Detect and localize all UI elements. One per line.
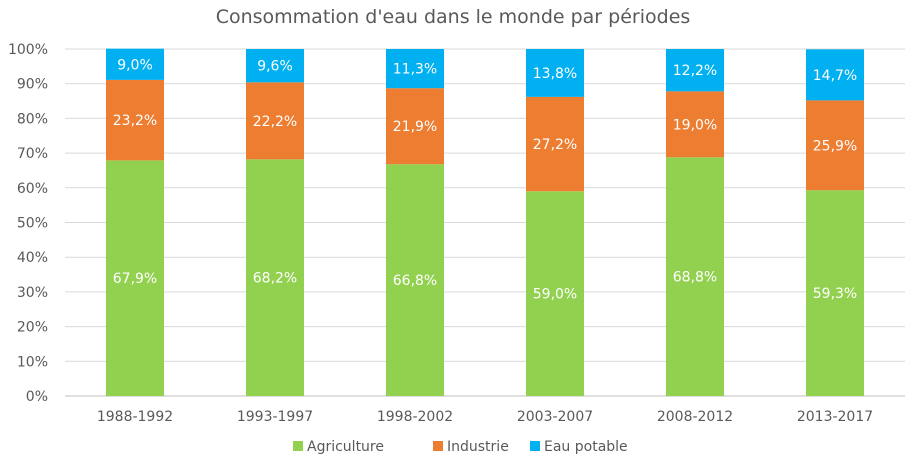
- bar-segment: [246, 49, 304, 83]
- y-tick-label: 50%: [17, 216, 48, 232]
- data-label: 23,2%: [113, 113, 157, 129]
- data-label: 9,0%: [117, 57, 153, 73]
- legend-label: Eau potable: [544, 439, 628, 455]
- data-label: 11,3%: [393, 62, 437, 78]
- data-label: 59,3%: [813, 286, 857, 302]
- legend-label: Agriculture: [307, 439, 384, 455]
- x-tick-label: 2003-2007: [517, 409, 593, 425]
- x-tick-label: 2013-2017: [797, 409, 873, 425]
- data-label: 27,2%: [533, 137, 577, 153]
- y-tick-label: 90%: [17, 77, 48, 93]
- data-label: 25,9%: [813, 138, 857, 154]
- data-label: 68,2%: [253, 271, 297, 287]
- legend-swatch: [433, 441, 443, 451]
- data-label: 66,8%: [393, 273, 437, 289]
- y-tick-label: 60%: [17, 181, 48, 197]
- bar-segment: [526, 96, 584, 192]
- data-label: 67,9%: [113, 271, 157, 287]
- bar-segment: [386, 49, 444, 89]
- x-tick-label: 2008-2012: [657, 409, 733, 425]
- bar-segment: [246, 159, 304, 396]
- data-label: 19,0%: [673, 117, 717, 133]
- x-tick-label: 1993-1997: [237, 409, 313, 425]
- bar-segment: [106, 160, 164, 396]
- y-tick-label: 100%: [8, 42, 48, 58]
- data-label: 59,0%: [533, 287, 577, 303]
- bar-segment: [806, 100, 864, 191]
- bar-segment: [106, 48, 164, 80]
- chart-title: Consommation d'eau dans le monde par pér…: [215, 6, 691, 28]
- y-tick-label: 30%: [17, 285, 48, 301]
- legend-swatch: [293, 441, 303, 451]
- bar-segment: [806, 49, 864, 101]
- y-tick-label: 40%: [17, 250, 48, 266]
- x-tick-label: 1998-2002: [377, 409, 453, 425]
- bar-segment: [386, 164, 444, 396]
- legend-swatch: [530, 441, 540, 451]
- y-tick-label: 80%: [17, 111, 48, 127]
- bar-segment: [526, 49, 584, 97]
- data-label: 21,9%: [393, 119, 437, 135]
- bar-segment: [106, 79, 164, 161]
- bar-segment: [666, 91, 724, 158]
- y-tick-label: 70%: [17, 146, 48, 162]
- y-tick-label: 10%: [17, 354, 48, 370]
- data-label: 68,8%: [673, 270, 717, 286]
- y-tick-label: 20%: [17, 320, 48, 336]
- data-label: 12,2%: [673, 63, 717, 79]
- legend-label: Industrie: [447, 439, 509, 455]
- bar-segment: [386, 88, 444, 165]
- data-label: 9,6%: [257, 59, 293, 75]
- data-label: 13,8%: [533, 66, 577, 82]
- x-tick-label: 1988-1992: [97, 409, 173, 425]
- bar-segment: [666, 49, 724, 92]
- bar-segment: [666, 157, 724, 396]
- bar-segment: [806, 190, 864, 396]
- y-tick-label: 0%: [26, 389, 48, 405]
- bar-segment: [526, 191, 584, 396]
- data-label: 14,7%: [813, 68, 857, 84]
- data-label: 22,2%: [253, 114, 297, 130]
- bar-segment: [246, 82, 304, 160]
